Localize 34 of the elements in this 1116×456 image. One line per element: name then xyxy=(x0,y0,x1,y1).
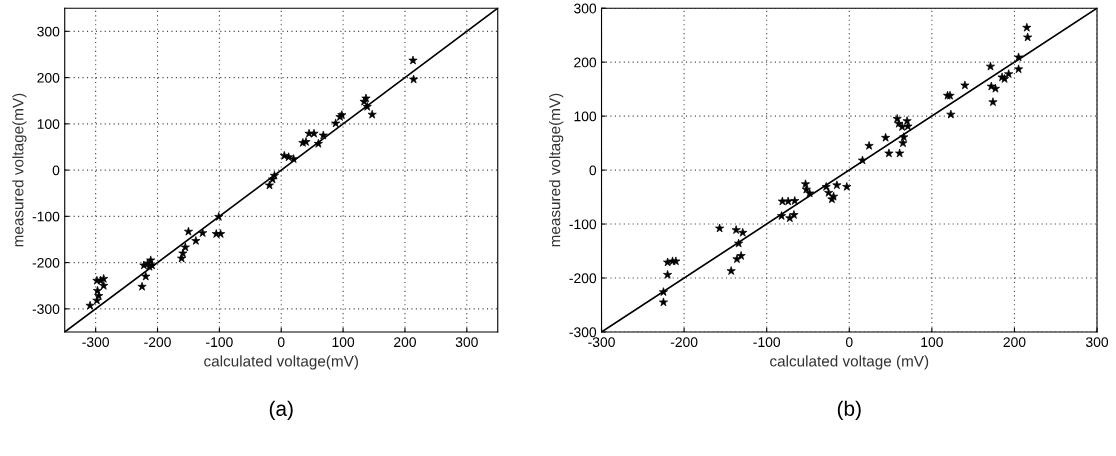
x-tick-label: -100 xyxy=(206,337,233,348)
y-tick-label: 200 xyxy=(37,72,60,83)
x-tick-label: 100 xyxy=(921,337,943,348)
x-axis-title: calculated voltage(mV) xyxy=(204,355,358,370)
y-tick-label: -100 xyxy=(32,211,60,222)
x-tick-label: -300 xyxy=(588,337,615,348)
x-tick-label: 0 xyxy=(845,337,853,348)
y-tick-label: -300 xyxy=(32,304,60,315)
y-tick-label: 300 xyxy=(37,26,60,37)
y-tick-label: -200 xyxy=(32,257,60,268)
x-tick-label: 0 xyxy=(277,337,285,348)
y-axis-title: measured voltage(mV) xyxy=(549,93,564,247)
y-tick-label: -100 xyxy=(569,219,597,230)
y-tick-label: 0 xyxy=(52,165,60,176)
x-tick-label: -200 xyxy=(144,337,171,348)
y-tick-label: 200 xyxy=(574,57,597,68)
y-tick-label: -300 xyxy=(569,327,597,338)
x-axis-title: calculated voltage (mV) xyxy=(770,355,929,370)
x-tick-label: 200 xyxy=(1003,337,1026,348)
x-tick-label: -100 xyxy=(753,337,781,348)
x-tick-label: 300 xyxy=(1085,337,1109,348)
y-tick-label: 100 xyxy=(574,111,597,122)
y-axis-title: measured voltage(mV) xyxy=(12,93,27,247)
x-tick-label: 100 xyxy=(332,337,355,348)
text: (b) xyxy=(837,400,861,421)
y-tick-label: -200 xyxy=(569,273,597,284)
y-tick-label: 0 xyxy=(589,165,597,176)
x-tick-label: 200 xyxy=(394,337,416,348)
y-tick-label: 100 xyxy=(37,119,60,130)
x-tick-label: -200 xyxy=(670,337,698,348)
x-tick-label: 300 xyxy=(455,337,478,348)
x-tick-label: -300 xyxy=(82,337,110,348)
text: (a) xyxy=(269,400,293,421)
y-tick-label: 300 xyxy=(574,3,597,14)
